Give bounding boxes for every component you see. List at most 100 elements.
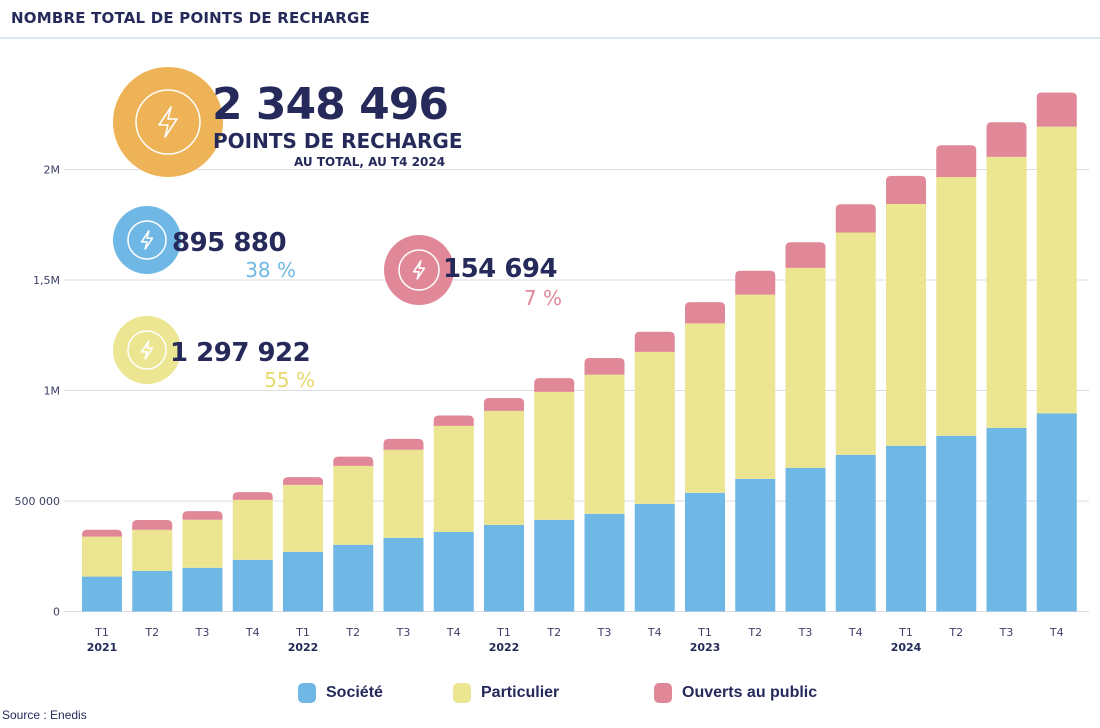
bar-segment-societe bbox=[433, 531, 474, 612]
legend-label: Société bbox=[326, 684, 383, 701]
bar-segment-particulier bbox=[433, 425, 474, 532]
bar-stack bbox=[835, 204, 876, 612]
bar-segment-particulier bbox=[82, 536, 122, 577]
x-tick-label: T2 bbox=[345, 626, 360, 639]
chart-title: NOMBRE TOTAL DE POINTS DE RECHARGE bbox=[11, 9, 370, 27]
legend-item-public[interactable]: Ouverts au public bbox=[654, 683, 817, 703]
particulier-value: 1 297 922 bbox=[170, 338, 311, 368]
x-tick-label: T3 bbox=[999, 626, 1014, 639]
bar-stack bbox=[232, 492, 273, 612]
total-value: 2 348 496 bbox=[212, 79, 449, 130]
bar-stack bbox=[484, 398, 524, 612]
bar-segment-public bbox=[835, 204, 876, 233]
bar-segment-particulier bbox=[886, 203, 926, 446]
bar-segment-societe bbox=[835, 454, 876, 612]
bar-segment-particulier bbox=[835, 232, 876, 455]
x-tick-label: T4 bbox=[848, 626, 863, 639]
bar-segment-societe bbox=[685, 492, 725, 612]
kpi-circles bbox=[113, 67, 454, 384]
bar-segment-societe bbox=[634, 503, 675, 612]
bar-segment-particulier bbox=[484, 410, 524, 525]
bar-segment-societe bbox=[785, 467, 826, 612]
bar-segment-particulier bbox=[333, 465, 374, 545]
bar-segment-societe bbox=[534, 519, 575, 612]
bars bbox=[82, 92, 1077, 612]
bar-segment-particulier bbox=[735, 294, 776, 479]
bar-segment-public bbox=[132, 520, 173, 530]
x-tick-label: T1 bbox=[295, 626, 310, 639]
x-tick-label: T3 bbox=[798, 626, 813, 639]
bar-segment-societe bbox=[886, 445, 926, 612]
x-tick-label: T1 bbox=[496, 626, 511, 639]
kpi-circle bbox=[113, 67, 223, 177]
public-percent: 7 % bbox=[523, 286, 562, 310]
bar-stack bbox=[283, 477, 323, 612]
x-tick-label: T3 bbox=[195, 626, 210, 639]
x-tick-label: T2 bbox=[747, 626, 762, 639]
kpi-circle bbox=[384, 235, 454, 305]
bar-segment-public bbox=[584, 358, 625, 375]
bar-segment-societe bbox=[484, 524, 524, 612]
x-year-label: 2022 bbox=[288, 641, 319, 654]
societe-value: 895 880 bbox=[172, 228, 287, 258]
legend-label: Ouverts au public bbox=[682, 684, 818, 701]
y-tick-label: 1,5M bbox=[33, 274, 60, 287]
bar-stack bbox=[433, 415, 474, 612]
bar-segment-particulier bbox=[685, 323, 725, 493]
kpi-badge-public bbox=[384, 235, 454, 305]
legend-swatch-societe bbox=[298, 683, 316, 703]
legend-label: Particulier bbox=[481, 684, 560, 701]
bar-stack bbox=[1036, 92, 1077, 612]
bar-segment-public bbox=[886, 175, 926, 204]
lightning-icon bbox=[158, 106, 178, 138]
bar-segment-public bbox=[383, 438, 424, 450]
bar-segment-societe bbox=[132, 570, 173, 612]
bar-segment-public bbox=[936, 145, 977, 178]
bar-segment-particulier bbox=[232, 499, 273, 560]
icon-ring bbox=[135, 89, 201, 155]
bar-segment-public bbox=[1036, 92, 1077, 127]
legend-item-societe[interactable]: Société bbox=[298, 683, 383, 703]
y-tick-label: 500 000 bbox=[15, 495, 61, 508]
kpi-circle bbox=[113, 316, 181, 384]
bar-stack bbox=[634, 331, 675, 612]
legend-item-particulier[interactable]: Particulier bbox=[453, 683, 559, 703]
kpi-badge-societe bbox=[113, 206, 181, 274]
bar-segment-societe bbox=[1036, 413, 1077, 612]
bar-segment-societe bbox=[232, 559, 273, 612]
lightning-icon bbox=[412, 260, 426, 280]
bar-stack bbox=[534, 378, 575, 612]
bar-stack bbox=[785, 242, 826, 612]
bar-stack bbox=[333, 456, 374, 612]
bar-segment-societe bbox=[584, 513, 625, 612]
legend-swatch-particulier bbox=[453, 683, 471, 703]
bar-segment-public bbox=[534, 378, 575, 392]
bar-segment-particulier bbox=[785, 267, 826, 468]
bar-stack bbox=[584, 358, 625, 612]
x-tick-label: T2 bbox=[144, 626, 159, 639]
x-tick-label: T2 bbox=[948, 626, 963, 639]
particulier-percent: 55 % bbox=[264, 368, 315, 392]
x-year-label: 2021 bbox=[87, 641, 118, 654]
x-tick-label: T3 bbox=[396, 626, 411, 639]
bar-segment-particulier bbox=[986, 156, 1027, 428]
x-tick-label: T4 bbox=[245, 626, 260, 639]
bar-segment-societe bbox=[182, 567, 223, 612]
x-tick-label: T3 bbox=[597, 626, 612, 639]
bar-stack bbox=[886, 175, 926, 612]
bar-segment-public bbox=[283, 477, 323, 485]
x-tick-label: T1 bbox=[94, 626, 109, 639]
public-value: 154 694 bbox=[443, 254, 558, 284]
bar-stack bbox=[383, 438, 424, 612]
bar-segment-public bbox=[986, 122, 1027, 157]
icon-ring bbox=[127, 330, 167, 370]
total-label: POINTS DE RECHARGE bbox=[213, 129, 463, 153]
societe-percent: 38 % bbox=[245, 258, 296, 282]
bar-segment-societe bbox=[986, 427, 1027, 612]
bar-segment-societe bbox=[333, 544, 374, 612]
bar-stack bbox=[132, 520, 173, 612]
x-tick-label: T1 bbox=[697, 626, 712, 639]
kpi-badge-particulier bbox=[113, 316, 181, 384]
bar-stack bbox=[936, 145, 977, 612]
